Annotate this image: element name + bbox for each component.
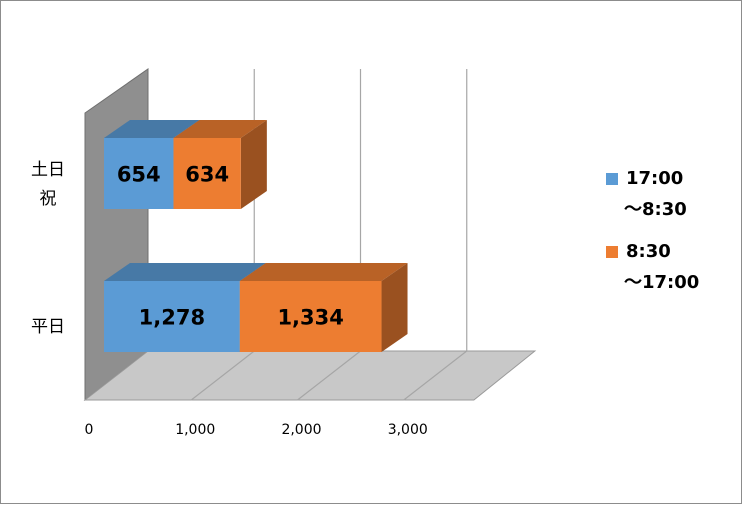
legend-label-0-0: 17:00 [626,168,683,189]
bar-top-1-1 [239,263,408,281]
bar-top-1-0 [104,263,266,281]
x-tick-label-1: 1,000 [175,422,215,438]
legend-label-1-0: 8:30 [626,241,671,262]
legend-label-0-1: ～8:30 [624,199,687,220]
bar-side-0-1 [240,120,267,209]
bar-front-0-0 [104,138,174,209]
x-tick-label-2: 2,000 [281,422,321,438]
legend-label-1-1: ～17:00 [624,272,699,293]
bar-top-0-1 [173,120,267,138]
data-label-1-1: 1,334 [277,306,343,330]
bar-top-0-0 [104,120,200,138]
x-tick-label-3: 3,000 [388,422,428,438]
legend-swatch-0 [606,173,618,185]
category-label-0-0: 土日 [31,160,65,180]
bar-front-0-1 [173,138,241,209]
floor-gridline-3 [403,350,468,401]
x-tick-label-0: 0 [85,422,94,438]
legend-swatch-1 [606,246,618,258]
category-label-1-0: 平日 [31,317,65,337]
category-label-0-1: 祝 [40,189,57,209]
floor-gridline-1 [190,350,255,401]
data-label-0-0: 654 [117,163,161,187]
bar-front-1-1 [239,281,382,352]
floor-gridline-2 [297,350,361,401]
bar-front-1-0 [104,281,240,352]
data-label-1-0: 1,278 [139,306,205,330]
bar-side-1-1 [381,263,408,352]
floor [83,350,537,401]
data-label-0-1: 634 [185,163,229,187]
